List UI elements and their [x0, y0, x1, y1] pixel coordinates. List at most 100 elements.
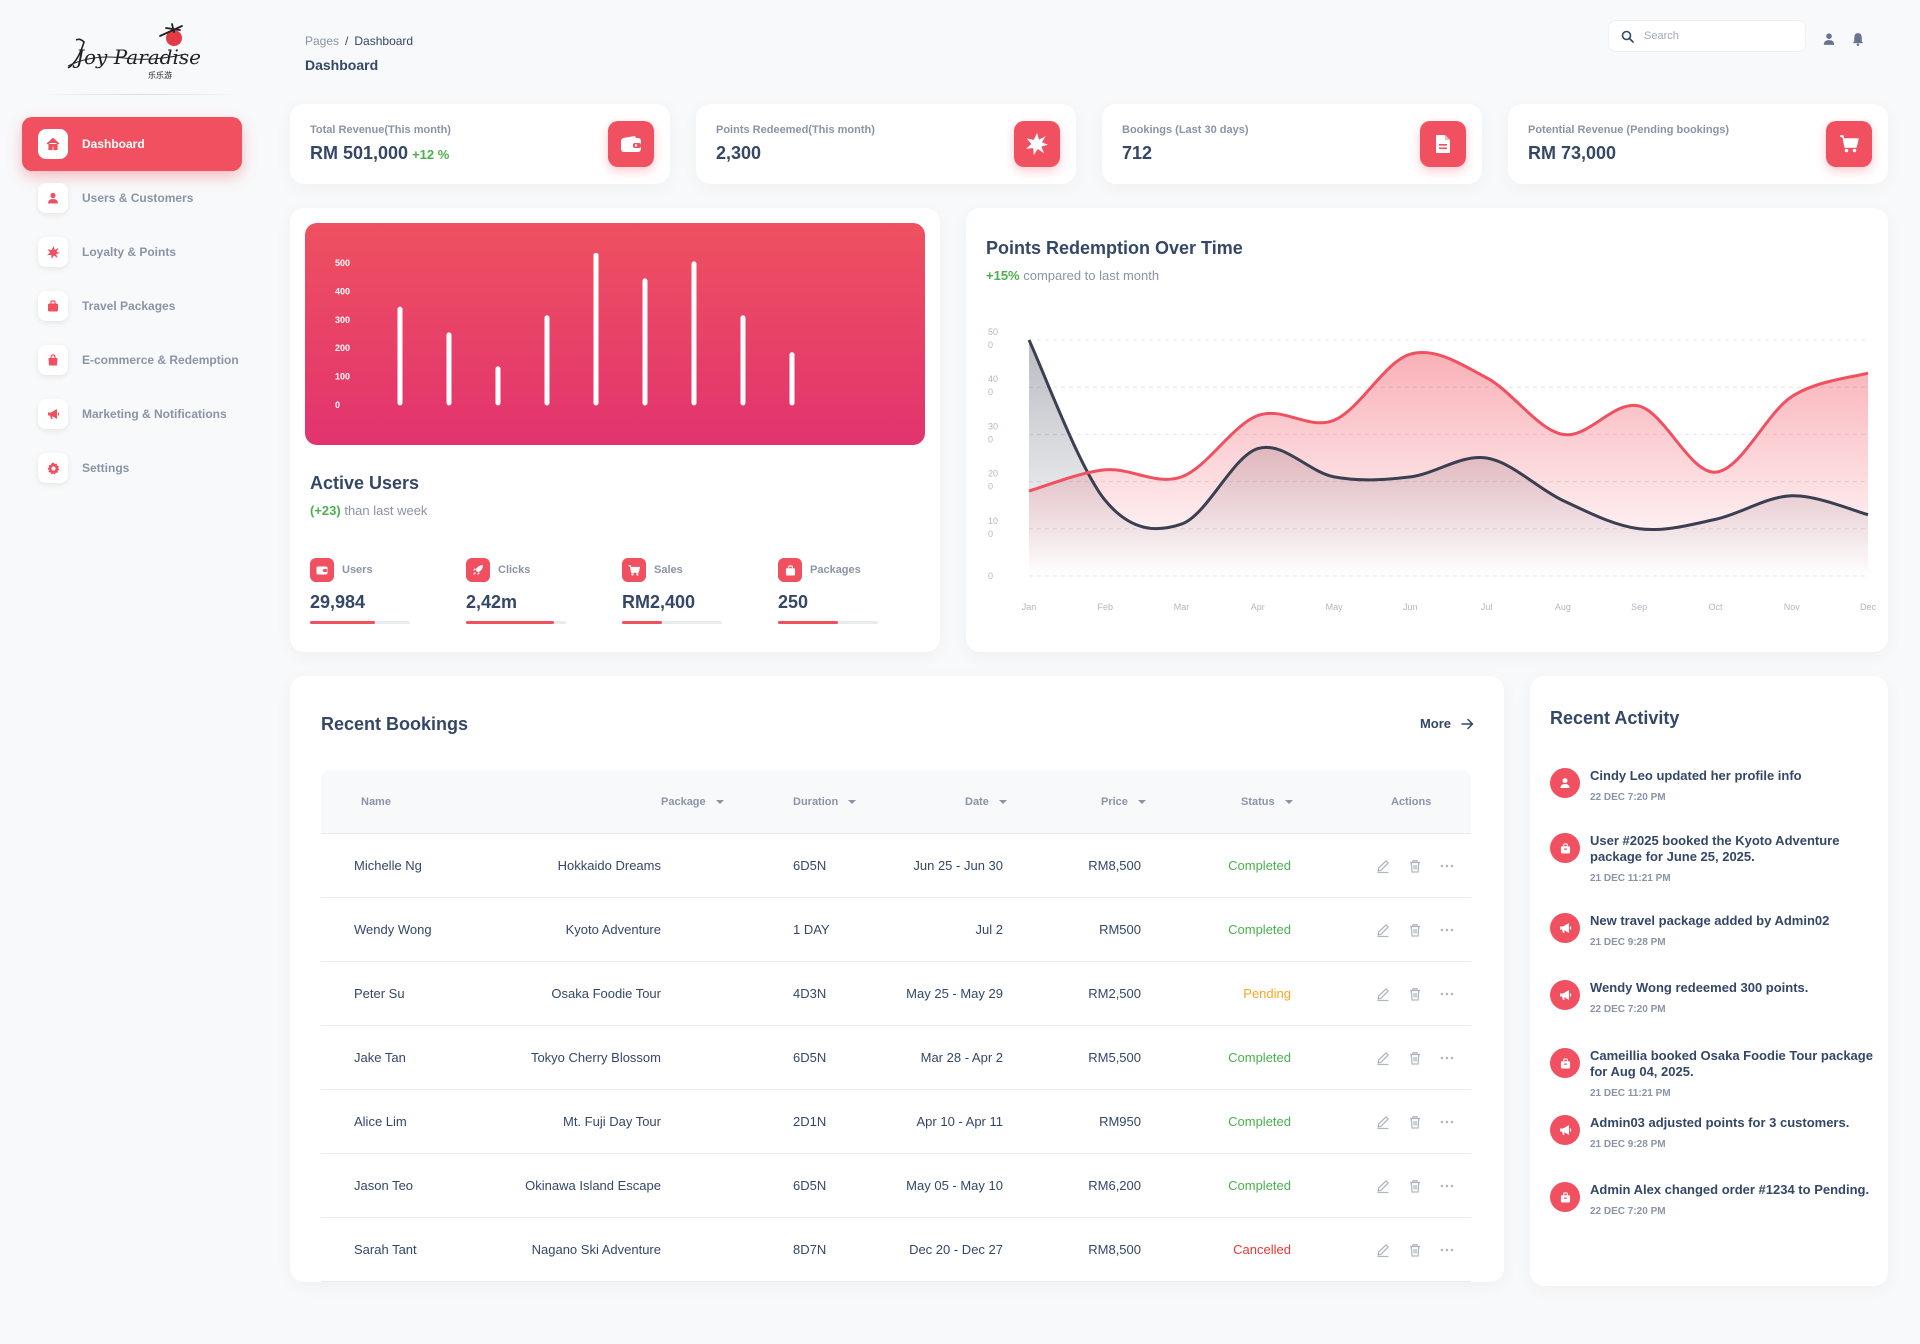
edit-icon[interactable]	[1375, 986, 1391, 1002]
area-y-tick-label: 20	[988, 469, 998, 479]
cart-icon	[622, 558, 646, 582]
activity-message: User #2025 booked the Kyoto Adventure pa…	[1590, 833, 1840, 864]
sidebar-item-dashboard[interactable]: Dashboard	[22, 117, 242, 171]
bell-icon[interactable]	[1851, 32, 1865, 46]
more-options-icon[interactable]	[1439, 1242, 1455, 1258]
delete-icon[interactable]	[1407, 1114, 1423, 1130]
table-row[interactable]: Michelle Ng Hokkaido Dreams 6D5N Jun 25 - J…	[321, 834, 1471, 898]
arrow-right-icon	[1461, 718, 1474, 729]
column-header-package[interactable]: Package	[661, 770, 724, 834]
sidebar-item-travel-packages[interactable]: Travel Packages	[22, 279, 242, 333]
sidebar-item-marketing[interactable]: Marketing & Notifications	[22, 387, 242, 441]
sidebar-item-label: Dashboard	[82, 137, 145, 151]
activity-text: New travel package added by Admin02 21 DE…	[1590, 913, 1885, 951]
cell-status: Completed	[1228, 1178, 1291, 1193]
edit-icon[interactable]	[1375, 922, 1391, 938]
more-button[interactable]: More	[1420, 716, 1474, 731]
sidebar-item-users[interactable]: Users & Customers	[22, 171, 242, 225]
activity-time: 21 DEC 11:21 PM	[1590, 1088, 1671, 1099]
brand-logo[interactable]: Joy Paradise 乐乐游	[62, 18, 202, 84]
sort-caret-icon	[848, 800, 857, 805]
metric-progress	[622, 621, 722, 624]
column-header-date[interactable]: Date	[965, 770, 1007, 834]
recent-activity-title: Recent Activity	[1550, 708, 1680, 728]
series-line[interactable]	[1028, 351, 1869, 493]
table-row[interactable]: Alice Lim Mt. Fuji Day Tour 2D1N Apr 10 - A…	[321, 1090, 1471, 1154]
breadcrumb: Pages / Dashboard	[305, 34, 413, 48]
sidebar-item-ecommerce[interactable]: E-commerce & Redemption	[22, 333, 242, 387]
more-options-icon[interactable]	[1439, 858, 1455, 874]
delete-icon[interactable]	[1407, 1178, 1423, 1194]
column-header-duration[interactable]: Duration	[793, 770, 857, 834]
breadcrumb-current: Dashboard	[354, 34, 414, 48]
activity-time: 22 DEC 7:20 PM	[1590, 792, 1666, 803]
megaphone-icon	[38, 399, 68, 429]
sidebar-item-label: Users & Customers	[82, 191, 194, 205]
metric-progress-fill	[310, 621, 375, 624]
delete-icon[interactable]	[1407, 1242, 1423, 1258]
cell-status: Completed	[1228, 858, 1291, 873]
area-y-tick-label: 0	[988, 571, 993, 581]
megaphone-icon	[1550, 1115, 1580, 1145]
table-row[interactable]: Jake Tan Tokyo Cherry Blossom 6D5N Mar 28 -…	[321, 1026, 1471, 1090]
activity-message: Cameillia booked Osaka Foodie Tour packa…	[1590, 1048, 1873, 1079]
series-line[interactable]	[1027, 339, 1869, 532]
area-x-tick-label: Nov	[1784, 602, 1801, 612]
cell-duration: 6D5N	[793, 1178, 827, 1193]
column-header-price[interactable]: Price	[1101, 770, 1146, 834]
edit-icon[interactable]	[1375, 858, 1391, 874]
sidebar-item-settings[interactable]: Settings	[22, 441, 242, 495]
delete-icon[interactable]	[1407, 922, 1423, 938]
account-icon[interactable]	[1822, 32, 1836, 46]
sidebar-item-loyalty[interactable]: Loyalty & Points	[22, 225, 242, 279]
column-header-name[interactable]: Name	[361, 796, 391, 808]
more-options-icon[interactable]	[1439, 922, 1455, 938]
edit-icon[interactable]	[1375, 1242, 1391, 1258]
breadcrumb-root[interactable]: Pages	[305, 34, 340, 48]
logo-graphic: Joy Paradise 乐乐游	[67, 23, 201, 80]
column-header-status[interactable]: Status	[1241, 770, 1293, 834]
more-options-icon[interactable]	[1439, 986, 1455, 1002]
edit-icon[interactable]	[1375, 1114, 1391, 1130]
area-y-tick-label: 30	[988, 421, 998, 431]
area-x-tick-label: Mar	[1174, 602, 1190, 612]
delete-icon[interactable]	[1407, 858, 1423, 874]
delete-icon[interactable]	[1407, 1050, 1423, 1066]
stat-value: RM 501,000 +12 %	[310, 143, 450, 163]
metric-sales: Sales RM2,400	[622, 558, 742, 624]
area-x-tick-label: Sep	[1631, 602, 1647, 612]
activity-time: 22 DEC 7:20 PM	[1590, 1004, 1666, 1015]
cell-price: RM6,200	[1088, 1178, 1141, 1193]
sidebar-divider	[40, 94, 240, 95]
table-row[interactable]: Wendy Wong Kyoto Adventure 1 DAY Jul 2 RM500…	[321, 898, 1471, 962]
stat-card-total-revenue: Total Revenue(This month) RM 501,000 +12 …	[290, 104, 670, 184]
stat-label: Total Revenue(This month)	[310, 124, 451, 136]
burst-icon	[1014, 121, 1060, 167]
delete-icon[interactable]	[1407, 986, 1423, 1002]
cell-package: Hokkaido Dreams	[557, 858, 661, 873]
search-input[interactable]: Search	[1608, 20, 1806, 52]
metric-progress-fill	[778, 621, 838, 624]
cell-package: Okinawa Island Escape	[525, 1178, 661, 1193]
area-x-tick-label: Dec	[1860, 602, 1877, 612]
area-x-tick-label: Oct	[1708, 602, 1723, 612]
table-row[interactable]: Jason Teo Okinawa Island Escape 6D5N May 05…	[321, 1154, 1471, 1218]
more-options-icon[interactable]	[1439, 1178, 1455, 1194]
active-users-subtitle: (+23) than last week	[310, 503, 428, 518]
more-options-icon[interactable]	[1439, 1050, 1455, 1066]
cell-name: Alice Lim	[354, 1114, 407, 1129]
edit-icon[interactable]	[1375, 1178, 1391, 1194]
table-row[interactable]: Peter Su Osaka Foodie Tour 4D3N May 25 - Ma…	[321, 962, 1471, 1026]
metric-progress	[778, 621, 878, 624]
cell-duration: 6D5N	[793, 858, 827, 873]
activity-text: Cameillia booked Osaka Foodie Tour packa…	[1590, 1048, 1885, 1102]
points-redemption-card: Points Redemption Over Time +15% compare…	[966, 208, 1888, 652]
edit-icon[interactable]	[1375, 1050, 1391, 1066]
cell-package: Kyoto Adventure	[565, 922, 661, 937]
stat-delta: +12 %	[412, 147, 450, 162]
stat-card-points-redeemed: Points Redeemed(This month) 2,300	[696, 104, 1076, 184]
cell-duration: 1 DAY	[793, 922, 830, 937]
metric-value: 2,42m	[466, 592, 518, 612]
more-options-icon[interactable]	[1439, 1114, 1455, 1130]
table-row[interactable]: Sarah Tant Nagano Ski Adventure 8D7N Dec 20…	[321, 1218, 1471, 1282]
